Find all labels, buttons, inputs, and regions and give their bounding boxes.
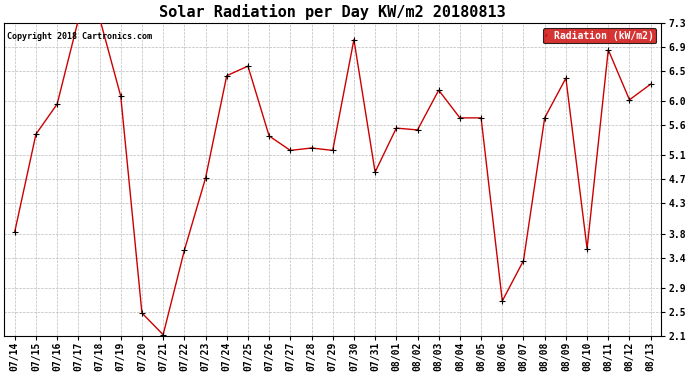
Legend: Radiation (kW/m2): Radiation (kW/m2) xyxy=(543,28,656,44)
Text: Copyright 2018 Cartronics.com: Copyright 2018 Cartronics.com xyxy=(8,32,152,41)
Title: Solar Radiation per Day KW/m2 20180813: Solar Radiation per Day KW/m2 20180813 xyxy=(159,4,506,20)
